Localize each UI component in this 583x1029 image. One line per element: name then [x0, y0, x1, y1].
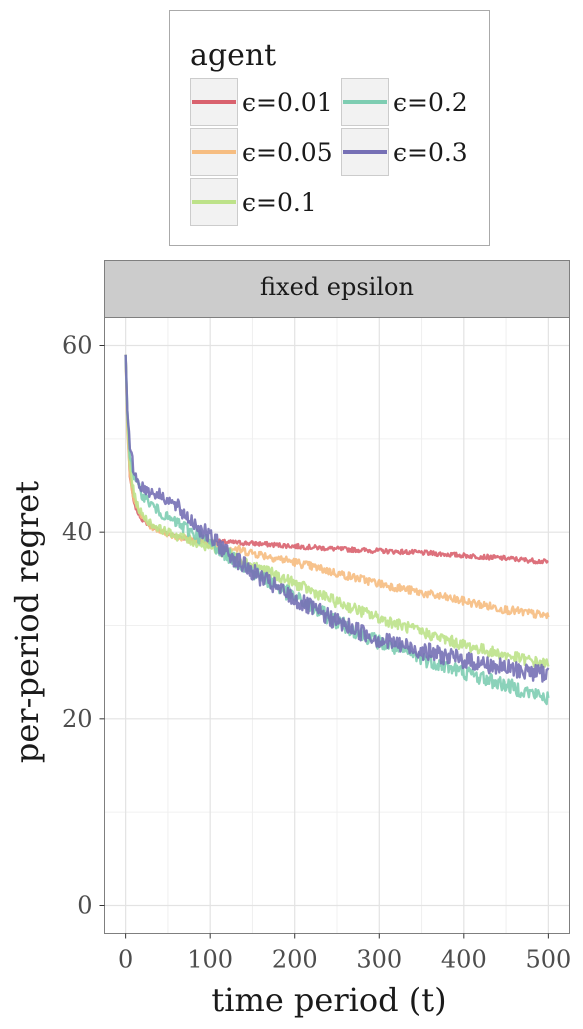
x-tick-label: 0: [118, 946, 133, 974]
x-tick-label: 200: [272, 946, 318, 974]
y-axis: 0 20 40 60: [62, 332, 105, 920]
y-axis-label: per-period regret: [8, 481, 46, 763]
plot-panel-border: [104, 317, 570, 934]
facet-label: fixed epsilon: [260, 273, 414, 301]
legend-label: ϵ=0.3: [393, 138, 468, 167]
series-line-5: [124, 354, 550, 683]
legend-label: ϵ=0.01: [242, 88, 333, 117]
x-axis: 0 100 200 300 400 500: [118, 933, 571, 974]
legend: agent ϵ=0.01 ϵ=0.05 ϵ=0.1 ϵ=0.2 ϵ=0.3: [169, 10, 490, 246]
legend-label: ϵ=0.05: [242, 138, 333, 167]
x-tick-label: 300: [356, 946, 402, 974]
x-tick-label: 400: [441, 946, 487, 974]
y-tick-label: 0: [77, 892, 92, 920]
y-tick-label: 60: [62, 332, 93, 360]
legend-label: ϵ=0.2: [393, 88, 468, 117]
series-lines: [124, 354, 550, 706]
legend-title: agent: [190, 38, 276, 73]
facet-strip: [104, 260, 570, 318]
legend-label: ϵ=0.1: [242, 188, 317, 217]
y-tick-label: 20: [62, 705, 93, 733]
x-tick-label: 100: [187, 946, 233, 974]
series-line-3: [124, 354, 550, 669]
y-tick-label: 40: [62, 518, 93, 546]
x-axis-label: time period (t): [211, 981, 446, 1019]
x-tick-label: 500: [525, 946, 571, 974]
